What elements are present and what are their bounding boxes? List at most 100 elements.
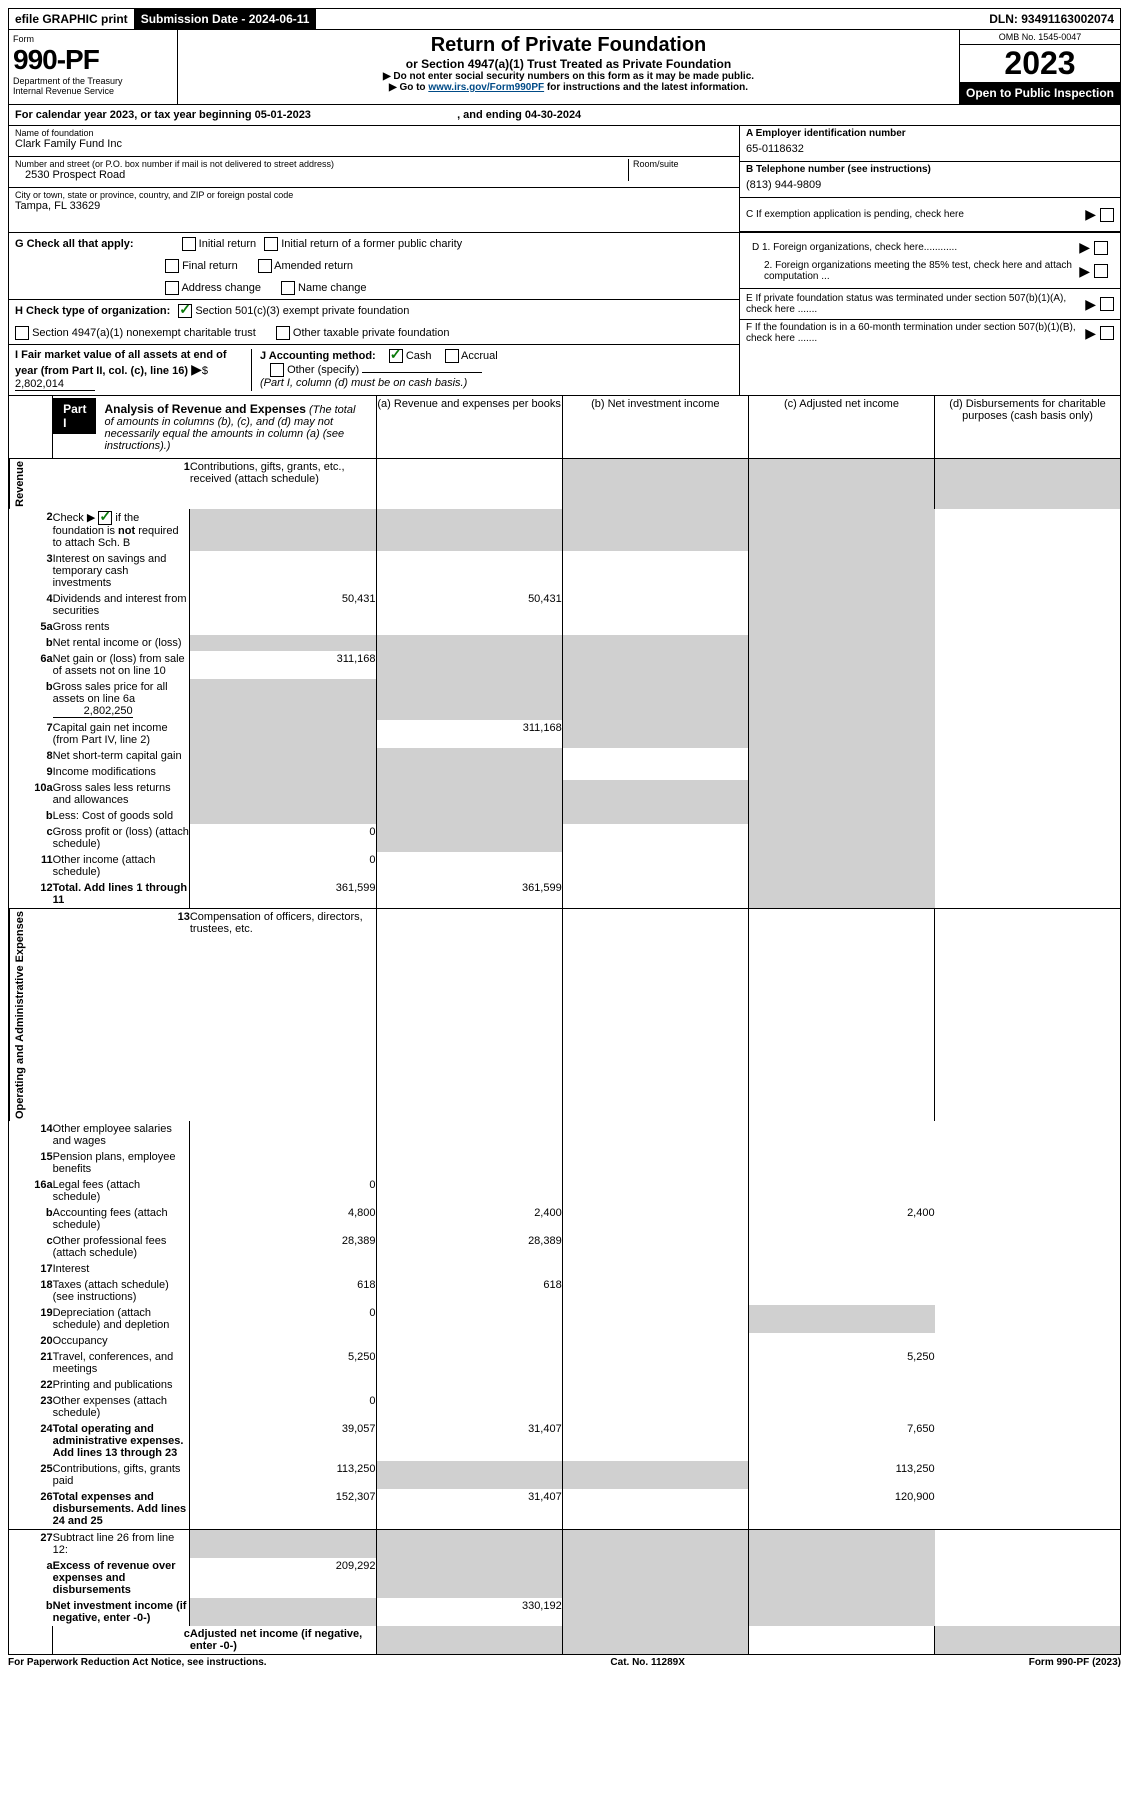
tax-year: 2023 <box>960 45 1120 82</box>
instr-2: ▶ Go to www.irs.gov/Form990PF for instru… <box>186 82 951 93</box>
d1-label: D 1. Foreign organizations, check here..… <box>752 242 957 253</box>
l15-desc: Pension plans, employee benefits <box>53 1149 190 1177</box>
l16c-a: 28,389 <box>190 1233 376 1261</box>
line-17: 17Interest <box>9 1261 1120 1277</box>
l24-a: 39,057 <box>190 1421 376 1461</box>
line-7: 7Capital gain net income (from Part IV, … <box>9 720 1120 748</box>
expenses-side-label: Operating and Administrative Expenses <box>9 909 30 1121</box>
g-initial-former-checkbox[interactable] <box>264 237 278 251</box>
l16a-desc: Legal fees (attach schedule) <box>53 1177 190 1205</box>
j-opt-0: Cash <box>406 350 432 362</box>
l18-desc: Taxes (attach schedule) (see instruction… <box>53 1277 190 1305</box>
form-link[interactable]: www.irs.gov/Form990PF <box>428 82 544 93</box>
line-10c: cGross profit or (loss) (attach schedule… <box>9 824 1120 852</box>
l4-a: 50,431 <box>190 591 376 619</box>
header-right: OMB No. 1545-0047 2023 Open to Public In… <box>959 30 1120 104</box>
l3-desc: Interest on savings and temporary cash i… <box>53 551 190 591</box>
l1-desc: Contributions, gifts, grants, etc., rece… <box>190 459 376 509</box>
j-accrual-checkbox[interactable] <box>445 349 459 363</box>
entity-right: A Employer identification number 65-0118… <box>740 126 1120 232</box>
d2-label: 2. Foreign organizations meeting the 85%… <box>752 260 1079 282</box>
l27a-a: 209,292 <box>190 1558 376 1598</box>
j-cash-checkbox[interactable] <box>389 349 403 363</box>
room-label: Room/suite <box>633 159 733 169</box>
l16b-d: 2,400 <box>748 1205 934 1233</box>
entity-info-row: Name of foundation Clark Family Fund Inc… <box>9 126 1120 232</box>
h-opt-1: Section 4947(a)(1) nonexempt charitable … <box>32 327 256 339</box>
l14-desc: Other employee salaries and wages <box>53 1121 190 1149</box>
col-c-header: (c) Adjusted net income <box>748 396 934 459</box>
g-opt-1: Initial return of a former public charit… <box>281 238 462 250</box>
f-checkbox[interactable] <box>1100 326 1114 340</box>
g-initial-checkbox[interactable] <box>182 237 196 251</box>
line-11: 11Other income (attach schedule)0 <box>9 852 1120 880</box>
page-footer: For Paperwork Reduction Act Notice, see … <box>8 1655 1121 1668</box>
d2-checkbox[interactable] <box>1094 264 1108 278</box>
j-label: J Accounting method: <box>260 350 376 362</box>
g-label: G Check all that apply: <box>15 238 134 250</box>
l19-a: 0 <box>190 1305 376 1333</box>
l16b-b: 2,400 <box>376 1205 562 1233</box>
line-27a: aExcess of revenue over expenses and dis… <box>9 1558 1120 1598</box>
d-row: D 1. Foreign organizations, check here..… <box>740 233 1120 289</box>
j-opt-2: Other (specify) <box>287 364 359 376</box>
l17-desc: Interest <box>53 1261 190 1277</box>
h-other-checkbox[interactable] <box>276 326 290 340</box>
col-header-row: Part I Analysis of Revenue and Expenses … <box>9 396 1120 459</box>
l12-a: 361,599 <box>190 880 376 909</box>
h-opt-0: Section 501(c)(3) exempt private foundat… <box>195 305 409 317</box>
j-note: (Part I, column (d) must be on cash basi… <box>260 377 733 389</box>
line-24: 24Total operating and administrative exp… <box>9 1421 1120 1461</box>
form-subtitle: or Section 4947(a)(1) Trust Treated as P… <box>186 57 951 71</box>
d1-checkbox[interactable] <box>1094 241 1108 255</box>
line-1: Revenue 1Contributions, gifts, grants, e… <box>9 459 1120 509</box>
l2-checkbox[interactable] <box>98 511 112 525</box>
line-2: 2Check ▶ if the foundation is not requir… <box>9 509 1120 551</box>
l20-desc: Occupancy <box>53 1333 190 1349</box>
phone-value: (813) 944-9809 <box>746 175 1114 191</box>
l24-desc: Total operating and administrative expen… <box>53 1421 190 1461</box>
l27b-desc: Net investment income (if negative, ente… <box>53 1598 190 1626</box>
check-section: G Check all that apply: Initial return I… <box>9 232 1120 395</box>
calyear-b: , and ending <box>457 109 525 121</box>
l4-b: 50,431 <box>376 591 562 619</box>
line-21: 21Travel, conferences, and meetings5,250… <box>9 1349 1120 1377</box>
l26-desc: Total expenses and disbursements. Add li… <box>53 1489 190 1530</box>
header-left: Form 990-PF Department of the Treasury I… <box>9 30 178 104</box>
l16c-desc: Other professional fees (attach schedule… <box>53 1233 190 1261</box>
line-22: 22Printing and publications <box>9 1377 1120 1393</box>
g-final-checkbox[interactable] <box>165 259 179 273</box>
g-address-checkbox[interactable] <box>165 281 179 295</box>
foundation-name: Clark Family Fund Inc <box>15 138 733 150</box>
line-27b: bNet investment income (if negative, ent… <box>9 1598 1120 1626</box>
l21-desc: Travel, conferences, and meetings <box>53 1349 190 1377</box>
h-4947-checkbox[interactable] <box>15 326 29 340</box>
l25-a: 113,250 <box>190 1461 376 1489</box>
revenue-side-label: Revenue <box>9 459 30 509</box>
l6a-a: 311,168 <box>190 651 376 679</box>
calendar-year-row: For calendar year 2023, or tax year begi… <box>9 105 1120 126</box>
c-label: C If exemption application is pending, c… <box>746 209 964 220</box>
addr-label: Number and street (or P.O. box number if… <box>15 159 628 169</box>
f-label: F If the foundation is in a 60-month ter… <box>746 322 1085 344</box>
f-row: F If the foundation is in a 60-month ter… <box>740 320 1120 352</box>
line-8: 8Net short-term capital gain <box>9 748 1120 764</box>
l26-a: 152,307 <box>190 1489 376 1530</box>
g-opt-0: Initial return <box>199 238 256 250</box>
l8-desc: Net short-term capital gain <box>53 748 190 764</box>
h-501c3-checkbox[interactable] <box>178 304 192 318</box>
line-16b: bAccounting fees (attach schedule)4,8002… <box>9 1205 1120 1233</box>
j-other-checkbox[interactable] <box>270 363 284 377</box>
form-word: Form <box>13 34 173 44</box>
l21-d: 5,250 <box>748 1349 934 1377</box>
g-amended-checkbox[interactable] <box>258 259 272 273</box>
efile-label: efile GRAPHIC print <box>9 9 135 29</box>
e-checkbox[interactable] <box>1100 297 1114 311</box>
c-checkbox[interactable] <box>1100 208 1114 222</box>
footer-cat: Cat. No. 11289X <box>610 1657 684 1668</box>
e-row: E If private foundation status was termi… <box>740 289 1120 320</box>
g-name-checkbox[interactable] <box>281 281 295 295</box>
l27b-b: 330,192 <box>376 1598 562 1626</box>
name-label: Name of foundation <box>15 128 733 138</box>
l21-a: 5,250 <box>190 1349 376 1377</box>
